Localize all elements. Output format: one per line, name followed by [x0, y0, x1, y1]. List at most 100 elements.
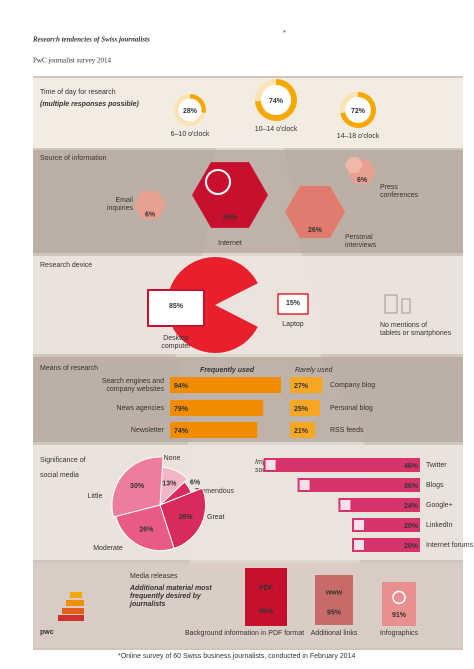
value: 15% [286, 300, 301, 307]
value: 21% [294, 428, 309, 435]
value: 26% [139, 527, 154, 534]
value: 27% [294, 383, 309, 390]
tool-icon [354, 540, 364, 550]
label: Personal blog [330, 405, 373, 412]
bar [290, 422, 316, 438]
section-title: Significance of [40, 457, 86, 464]
label: Press [380, 184, 398, 191]
tool-icon [354, 520, 364, 530]
pie-slice [115, 504, 175, 552]
label: company websites [106, 386, 164, 393]
label: Great [207, 514, 225, 521]
value: 55% [223, 215, 238, 222]
label: LinkedIn [426, 522, 453, 529]
label: 6–10 o'clock [171, 131, 210, 138]
label: RSS feeds [330, 427, 364, 434]
value: 28% [183, 108, 198, 115]
bar [290, 377, 323, 393]
heading: Frequently used [200, 367, 255, 374]
bar [352, 538, 420, 552]
phone-icon [401, 298, 411, 314]
label: Google+ [426, 502, 453, 509]
subtitle: Additional material most [129, 585, 212, 592]
title: Research tendencies of Swiss journalists [32, 36, 150, 44]
section-title: Means of research [40, 365, 98, 372]
subtitle: PwC journalist survey 2014 [33, 57, 111, 65]
document [315, 575, 353, 625]
icon-label: www [325, 589, 343, 596]
value: 30% [130, 483, 145, 490]
document [245, 568, 287, 626]
globe-icon [205, 169, 231, 195]
value: 6% [357, 177, 368, 184]
bar [170, 400, 264, 416]
label: 14–18 o'clock [337, 133, 380, 140]
logo: pwc [40, 629, 54, 636]
value: 91% [392, 612, 407, 619]
value: 6% [145, 211, 156, 218]
bar [338, 498, 420, 512]
bar [263, 458, 420, 472]
value: 25% [294, 406, 309, 413]
value: 95% [327, 609, 342, 616]
value: 46% [404, 463, 419, 470]
value: 85% [169, 303, 184, 310]
value: 74% [174, 428, 189, 435]
label: Little [88, 493, 103, 500]
note: (multiple responses possible) [40, 101, 139, 108]
label: Blogs [426, 482, 444, 489]
subtitle: journalists [129, 601, 166, 608]
label: Laptop [282, 321, 304, 328]
value: 24% [404, 503, 419, 510]
value: 20% [404, 543, 419, 550]
laptop [277, 293, 309, 315]
title-mark: * [283, 30, 286, 37]
ring-hole [345, 97, 371, 123]
label: Background information in PDF format [185, 630, 304, 637]
section-title: social media [40, 472, 79, 479]
label: Company blog [330, 382, 375, 389]
value: 79% [174, 406, 189, 413]
value: 36% [404, 483, 419, 490]
label: Search engines and [102, 378, 164, 385]
label: Desktop [163, 335, 189, 342]
pie-slice [159, 487, 207, 549]
section-title: Media releases [130, 573, 178, 580]
value: 13% [162, 480, 177, 487]
hexagon [345, 157, 363, 173]
bulb-icon [392, 590, 406, 605]
label: Tremendous [195, 488, 235, 495]
value: 98% [259, 608, 274, 615]
label: Twitter [426, 462, 447, 469]
bar [170, 377, 281, 393]
label: Personal [345, 234, 373, 241]
tool-icon [265, 460, 276, 470]
label: computer [161, 343, 191, 350]
bar [170, 422, 258, 438]
label: Infographics [380, 630, 419, 637]
value: 94% [174, 383, 189, 390]
note: No mentions of [380, 322, 427, 329]
label: Moderate [93, 545, 123, 552]
label: Internet forums [426, 542, 474, 549]
label: Internet [218, 240, 242, 247]
logo-block [58, 615, 84, 621]
heading: Rarely used [295, 367, 333, 374]
note: tablets or smartphones [380, 330, 452, 337]
hexagon [134, 191, 166, 219]
logo-block [62, 608, 84, 614]
label: interviews [345, 242, 377, 249]
bar [290, 400, 320, 416]
value: 26% [308, 227, 323, 234]
section-title: Research device [40, 262, 92, 269]
label: News agencies [117, 405, 165, 412]
section-title: Time of day for research [40, 89, 116, 96]
label: None [164, 455, 181, 462]
hexagon [192, 162, 268, 228]
device-pie [167, 257, 258, 353]
value: 20% [404, 523, 419, 530]
bar [297, 478, 420, 492]
value: 72% [351, 108, 366, 115]
